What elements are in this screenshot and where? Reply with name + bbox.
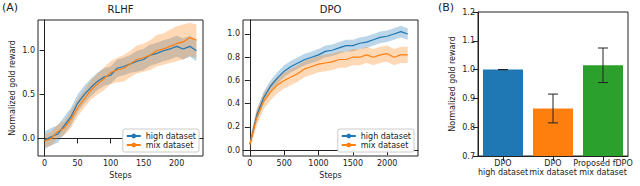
svg-text:0.0: 0.0	[22, 134, 35, 143]
svg-text:150: 150	[136, 159, 151, 168]
svg-text:0.4: 0.4	[227, 99, 240, 108]
svg-text:(B): (B)	[438, 1, 454, 14]
svg-text:high dataset: high dataset	[478, 168, 528, 177]
svg-text:1.2: 1.2	[462, 8, 475, 17]
svg-text:200: 200	[169, 159, 184, 168]
svg-text:1000: 1000	[308, 159, 328, 168]
svg-text:0: 0	[247, 159, 252, 168]
svg-text:mix dataset: mix dataset	[579, 168, 627, 177]
svg-text:0.2: 0.2	[227, 122, 240, 131]
svg-text:DPO: DPO	[320, 4, 342, 15]
svg-text:0.6: 0.6	[227, 76, 240, 85]
svg-text:1500: 1500	[343, 159, 363, 168]
svg-text:0.5: 0.5	[22, 90, 35, 99]
svg-text:Normalized gold reward: Normalized gold reward	[448, 36, 457, 131]
svg-text:(A): (A)	[2, 1, 18, 14]
svg-text:DPO: DPO	[494, 159, 511, 168]
svg-text:DPO: DPO	[544, 159, 561, 168]
svg-text:Normalized gold reward: Normalized gold reward	[8, 40, 17, 135]
svg-text:100: 100	[103, 159, 118, 168]
svg-text:1.0: 1.0	[22, 46, 35, 55]
svg-text:0.8: 0.8	[462, 123, 475, 132]
svg-text:0.8: 0.8	[227, 53, 240, 62]
svg-text:0.9: 0.9	[462, 94, 475, 103]
svg-text:mix dataset: mix dataset	[529, 168, 577, 177]
svg-text:mix dataset: mix dataset	[146, 141, 194, 150]
svg-text:Steps: Steps	[319, 171, 341, 180]
svg-text:1.1: 1.1	[462, 36, 475, 45]
svg-text:1.0: 1.0	[227, 29, 240, 38]
svg-text:mix dataset: mix dataset	[361, 141, 409, 150]
svg-text:0: 0	[42, 159, 47, 168]
svg-text:Steps: Steps	[109, 171, 131, 180]
svg-text:1.0: 1.0	[462, 65, 475, 74]
svg-text:50: 50	[73, 159, 83, 168]
svg-text:500: 500	[277, 159, 292, 168]
svg-text:RLHF: RLHF	[108, 4, 134, 15]
svg-text:0.7: 0.7	[462, 152, 475, 161]
svg-text:high dataset: high dataset	[361, 132, 411, 141]
svg-text:2000: 2000	[377, 159, 397, 168]
svg-text:high dataset: high dataset	[146, 132, 196, 141]
svg-text:Proposed fDPO: Proposed fDPO	[573, 159, 632, 168]
svg-text:0.0: 0.0	[227, 146, 240, 155]
